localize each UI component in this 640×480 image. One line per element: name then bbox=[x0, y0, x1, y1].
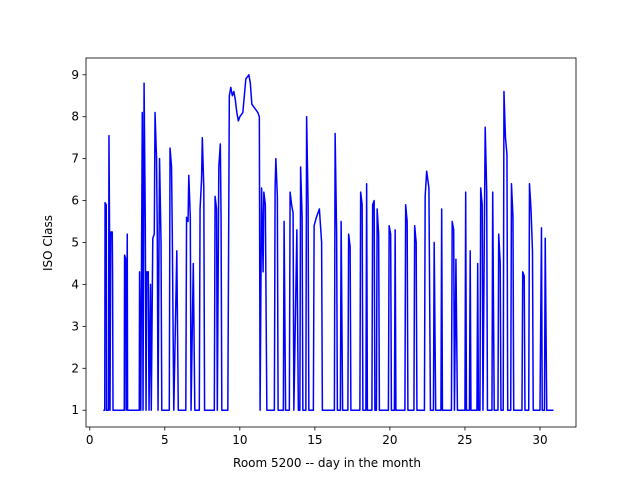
y-tick-label: 6 bbox=[71, 194, 79, 208]
x-tick-label: 5 bbox=[161, 433, 169, 447]
y-tick-label: 3 bbox=[71, 319, 79, 333]
x-tick-label: 0 bbox=[86, 433, 94, 447]
x-tick-label: 20 bbox=[382, 433, 397, 447]
x-axis-label: Room 5200 -- day in the month bbox=[233, 456, 421, 470]
x-tick-label: 30 bbox=[532, 433, 547, 447]
y-tick-label: 8 bbox=[71, 110, 79, 124]
data-line bbox=[103, 74, 554, 411]
y-tick-label: 9 bbox=[71, 68, 79, 82]
x-tick-label: 25 bbox=[457, 433, 472, 447]
y-tick-label: 1 bbox=[71, 403, 79, 417]
y-axis-label: ISO Class bbox=[41, 215, 55, 271]
y-tick-label: 5 bbox=[71, 236, 79, 250]
x-tick-label: 10 bbox=[232, 433, 247, 447]
x-tick-label: 15 bbox=[307, 433, 322, 447]
plot-frame bbox=[85, 57, 577, 428]
y-tick-label: 2 bbox=[71, 361, 79, 375]
y-tick-label: 4 bbox=[71, 277, 79, 291]
y-tick-label: 7 bbox=[71, 152, 79, 166]
